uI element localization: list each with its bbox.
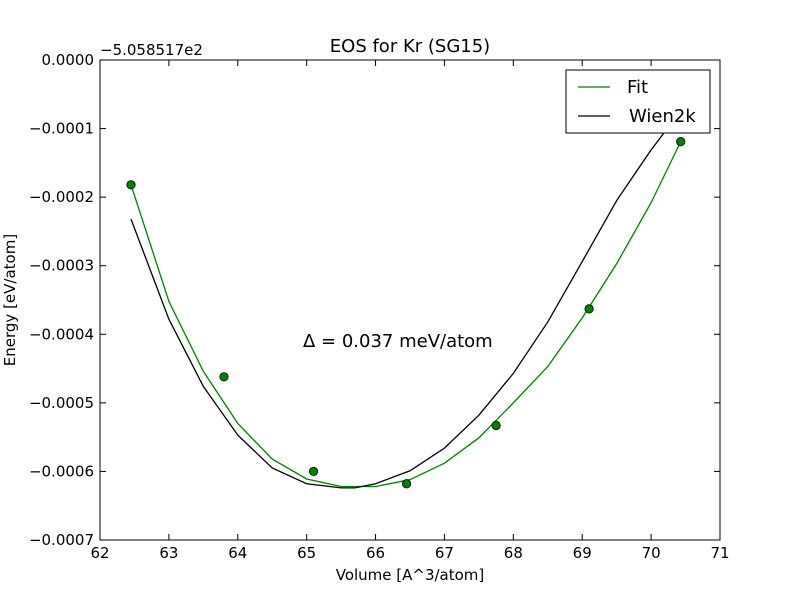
y-tick-label: −0.0003 [29, 257, 94, 275]
plot-area [100, 60, 720, 540]
x-axis-label: Volume [A^3/atom] [336, 566, 485, 584]
x-tick-label: 67 [435, 544, 454, 562]
data-point [491, 420, 501, 431]
x-tick-label: 62 [90, 544, 109, 562]
data-point [219, 372, 229, 382]
y-offset-label: −5.058517e2 [100, 41, 203, 59]
x-tick-label: 64 [228, 544, 247, 562]
x-tick-label: 70 [642, 544, 661, 562]
chart-title: EOS for Kr (SG15) [330, 36, 490, 57]
y-tick-label: −0.0004 [29, 325, 94, 343]
legend-box [565, 69, 711, 134]
x-tick-label: 66 [366, 544, 385, 562]
y-tick-label: −0.0006 [29, 462, 94, 480]
x-tick-label: 68 [504, 544, 523, 562]
plot-frame [99, 59, 721, 541]
y-tick-label: −0.0002 [29, 188, 94, 206]
series-line-fit [130, 141, 682, 488]
data-point [308, 466, 319, 477]
x-tick-label: 65 [297, 544, 316, 562]
series-line-wien2k [130, 126, 669, 489]
x-tick-label: 69 [573, 544, 592, 562]
series-layer [130, 126, 682, 489]
legend: Fit Wien2k [565, 69, 711, 134]
y-tick-label: 0.0000 [42, 51, 95, 69]
data-point [401, 479, 412, 489]
data-point [126, 180, 136, 190]
y-tick-label: −0.0001 [29, 120, 94, 138]
delta-annotation: Δ = 0.037 meV/atom [303, 331, 493, 352]
points-layer [126, 137, 686, 489]
x-tick-label: 63 [159, 544, 178, 562]
x-tick-label: 71 [710, 544, 729, 562]
legend-label-fit: Fit [627, 77, 648, 98]
y-tick-label: −0.0007 [29, 531, 94, 549]
ticks-layer: 62 63 64 65 66 67 68 69 70 71 0.0000 −0.0001 −0.0002… [29, 51, 730, 562]
legend-label-wien2k: Wien2k [629, 106, 696, 127]
data-point [584, 304, 594, 314]
y-tick-label: −0.0005 [29, 394, 94, 412]
y-axis-label: Energy [eV/atom] [1, 234, 19, 366]
data-point [676, 137, 686, 147]
